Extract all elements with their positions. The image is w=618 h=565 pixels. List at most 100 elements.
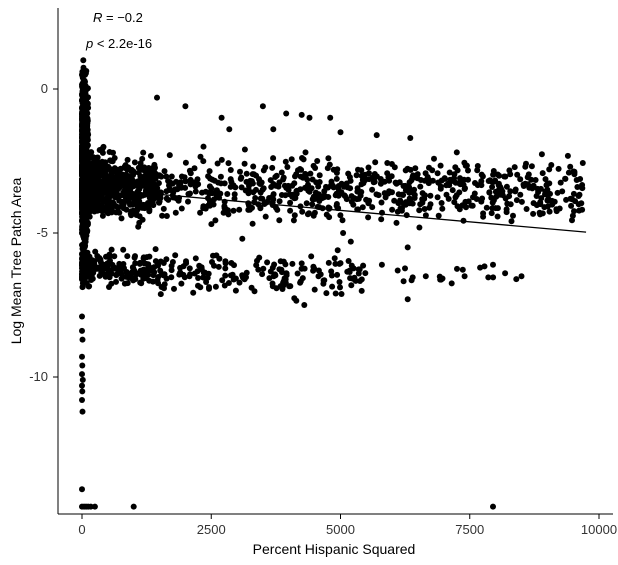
data-point bbox=[371, 178, 378, 185]
data-point bbox=[269, 164, 276, 171]
data-point bbox=[402, 167, 409, 174]
data-point bbox=[446, 182, 453, 189]
data-point bbox=[174, 186, 181, 193]
data-point bbox=[236, 279, 243, 286]
data-point bbox=[449, 187, 456, 194]
data-point bbox=[307, 170, 314, 177]
data-point bbox=[158, 173, 165, 180]
data-point bbox=[347, 238, 354, 245]
data-point bbox=[414, 171, 421, 178]
points-layer bbox=[79, 57, 586, 510]
data-point bbox=[399, 191, 406, 198]
data-point bbox=[106, 149, 113, 155]
data-point bbox=[400, 278, 407, 285]
data-point bbox=[108, 168, 114, 175]
data-point bbox=[88, 149, 95, 156]
data-point bbox=[294, 270, 301, 277]
data-point bbox=[259, 103, 266, 110]
data-point bbox=[419, 190, 426, 197]
data-point bbox=[79, 116, 86, 123]
data-point bbox=[185, 191, 192, 197]
data-point bbox=[474, 163, 481, 169]
data-point bbox=[427, 192, 434, 199]
data-point bbox=[230, 207, 237, 214]
data-point bbox=[182, 184, 189, 191]
data-point bbox=[502, 270, 509, 277]
data-point bbox=[197, 209, 204, 216]
data-point bbox=[117, 184, 124, 191]
data-point bbox=[227, 272, 234, 279]
data-point bbox=[279, 269, 285, 276]
data-point bbox=[214, 160, 221, 167]
data-point bbox=[441, 175, 448, 182]
data-point bbox=[178, 205, 185, 212]
data-point bbox=[123, 206, 130, 213]
y-tick-label: -5 bbox=[36, 225, 48, 240]
data-point bbox=[366, 170, 372, 177]
data-point bbox=[448, 280, 455, 287]
data-point bbox=[211, 177, 218, 184]
data-point bbox=[136, 198, 143, 205]
data-point bbox=[435, 179, 442, 186]
data-point bbox=[228, 178, 235, 185]
data-point bbox=[79, 486, 85, 493]
data-point bbox=[282, 192, 289, 199]
data-point bbox=[429, 177, 436, 184]
data-point bbox=[365, 214, 372, 221]
data-point bbox=[168, 274, 175, 281]
data-point bbox=[86, 255, 92, 262]
data-point bbox=[472, 180, 478, 186]
data-point bbox=[151, 269, 158, 276]
data-point bbox=[83, 127, 90, 134]
data-point bbox=[130, 503, 137, 510]
data-point bbox=[95, 255, 102, 262]
data-point bbox=[372, 174, 379, 181]
data-point bbox=[79, 250, 86, 257]
data-point bbox=[225, 160, 232, 167]
data-point bbox=[208, 221, 215, 228]
data-point bbox=[426, 164, 432, 171]
data-point bbox=[439, 275, 446, 282]
data-point bbox=[310, 263, 317, 270]
data-point bbox=[249, 180, 256, 187]
data-point bbox=[553, 208, 560, 215]
data-point bbox=[483, 204, 490, 211]
data-point bbox=[157, 267, 164, 274]
data-point bbox=[140, 255, 147, 262]
data-point bbox=[140, 149, 147, 156]
data-point bbox=[124, 280, 131, 287]
data-point bbox=[282, 261, 289, 268]
data-point bbox=[192, 188, 199, 195]
data-point bbox=[402, 201, 409, 208]
data-point bbox=[471, 190, 478, 197]
data-point bbox=[116, 260, 123, 267]
data-point bbox=[302, 170, 309, 177]
data-point bbox=[384, 170, 391, 177]
r-label: R = −0.2 bbox=[93, 10, 143, 25]
data-point bbox=[131, 159, 138, 166]
data-point bbox=[513, 276, 520, 283]
data-point bbox=[88, 188, 95, 195]
data-point bbox=[110, 199, 116, 206]
data-point bbox=[315, 193, 321, 200]
data-point bbox=[260, 265, 267, 272]
data-point bbox=[150, 202, 157, 209]
data-point bbox=[301, 302, 308, 308]
data-point bbox=[249, 204, 255, 211]
data-point bbox=[511, 164, 518, 171]
data-point bbox=[154, 94, 160, 101]
data-point bbox=[266, 275, 273, 282]
data-point bbox=[530, 210, 537, 217]
data-point bbox=[190, 179, 197, 186]
data-point bbox=[337, 260, 344, 267]
data-point bbox=[435, 212, 442, 219]
data-point bbox=[355, 206, 361, 213]
data-point bbox=[426, 204, 433, 211]
data-point bbox=[407, 198, 414, 205]
data-point bbox=[459, 266, 466, 273]
data-point bbox=[270, 126, 277, 133]
data-point bbox=[310, 212, 317, 219]
data-point bbox=[567, 163, 574, 170]
data-point bbox=[362, 270, 369, 277]
data-point bbox=[354, 188, 361, 195]
